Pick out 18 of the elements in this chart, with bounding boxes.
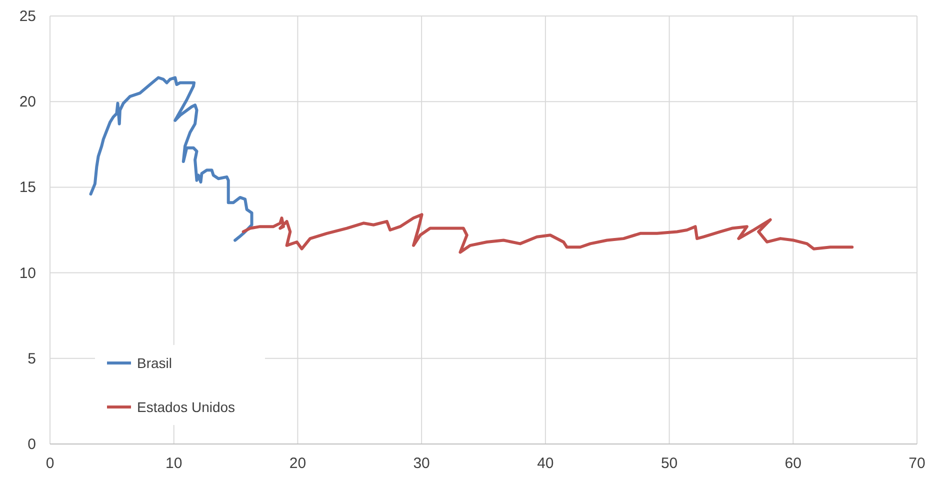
x-tick-label: 70 [908, 455, 926, 472]
x-tick-label: 60 [784, 455, 802, 472]
x-tick-label: 50 [660, 455, 678, 472]
x-tick-label: 40 [537, 455, 554, 472]
line-series [89, 76, 254, 242]
y-tick-label: 25 [19, 8, 36, 25]
x-tick-label: 30 [413, 455, 430, 472]
y-tick-label: 5 [28, 350, 36, 368]
legend-label: Estados Unidos [137, 399, 236, 415]
x-tick-label: 0 [46, 455, 54, 472]
x-tick-label: 20 [289, 455, 306, 472]
y-tick-label: 10 [19, 264, 36, 282]
line-series [242, 213, 854, 254]
x-tick-label: 10 [166, 455, 182, 472]
y-tick-label: 0 [28, 436, 36, 453]
y-tick-label: 15 [19, 179, 36, 196]
legend-label: Brasil [137, 355, 172, 371]
y-tick-label: 20 [19, 94, 36, 111]
